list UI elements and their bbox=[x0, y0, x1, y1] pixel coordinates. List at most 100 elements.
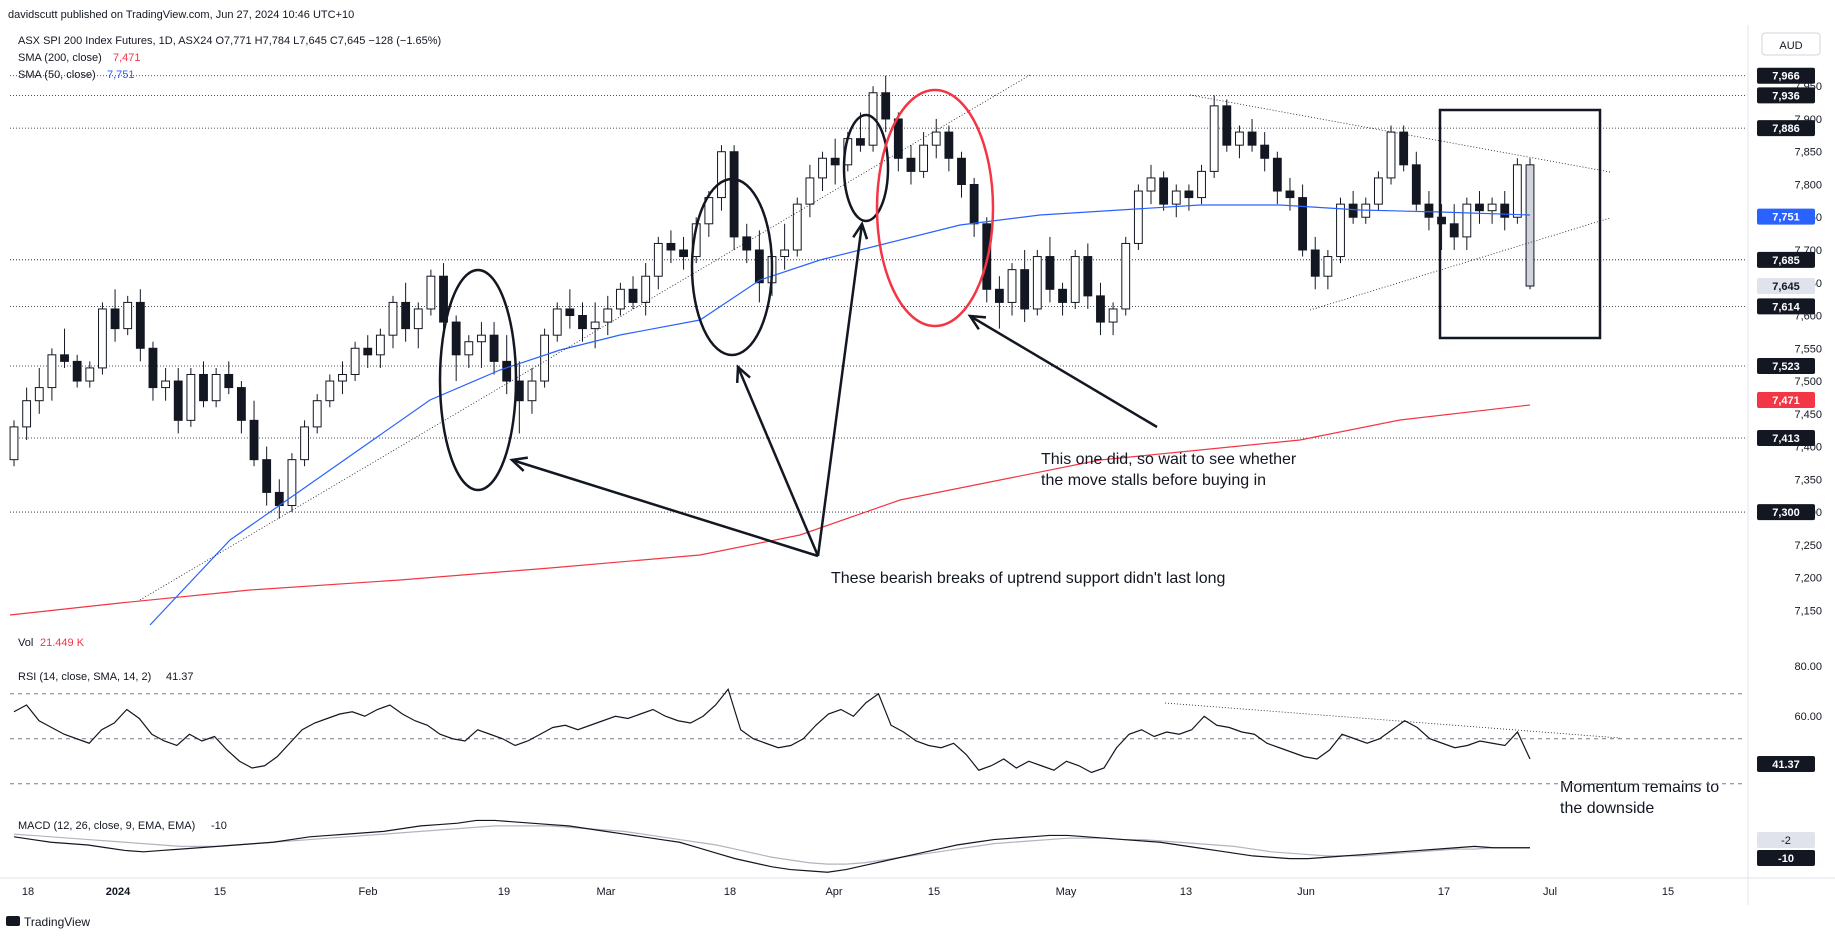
candle-body bbox=[969, 183, 979, 225]
candle-body bbox=[22, 400, 32, 428]
price-tag bbox=[1757, 278, 1815, 295]
annotation-note-3-line2: the downside bbox=[1560, 800, 1654, 817]
candle-body bbox=[1475, 203, 1484, 212]
candle-body bbox=[173, 380, 183, 421]
candle-body bbox=[1083, 256, 1093, 297]
candle-body bbox=[1096, 295, 1105, 323]
candle-body bbox=[388, 301, 398, 336]
candle-body bbox=[312, 400, 322, 428]
price-tag bbox=[1757, 430, 1815, 447]
y-tick-label: 7,150 bbox=[1794, 605, 1822, 617]
candle-body bbox=[1007, 269, 1017, 303]
candle-body bbox=[856, 138, 865, 146]
x-tick-label: Feb bbox=[359, 886, 378, 898]
candle-body bbox=[1209, 105, 1219, 172]
macd-signal-tag bbox=[1757, 832, 1815, 848]
price-tag bbox=[1757, 504, 1815, 521]
currency-box bbox=[1761, 32, 1821, 56]
sma50-label: SMA (50, close) bbox=[18, 69, 96, 81]
candle-body bbox=[1171, 190, 1181, 205]
price-tag bbox=[1757, 208, 1815, 225]
sma200-line bbox=[9, 404, 1531, 616]
x-tick-label: 18 bbox=[724, 886, 736, 898]
candle-body bbox=[325, 380, 335, 402]
sma200-value: 7,471 bbox=[113, 52, 141, 64]
x-tick-label: 15 bbox=[214, 886, 226, 898]
published-by-text: davidscutt published on TradingView.com,… bbox=[8, 9, 354, 21]
candle-body bbox=[1437, 216, 1446, 225]
candle-body bbox=[830, 157, 840, 166]
ellipse-1 bbox=[438, 268, 518, 492]
price-tag bbox=[1757, 251, 1815, 268]
candle-body bbox=[363, 347, 373, 356]
candle-body bbox=[338, 373, 347, 382]
price-tag-label: 7,966 bbox=[1772, 71, 1800, 83]
arrow-to-ellipse-3-head bbox=[852, 221, 869, 240]
candle-body bbox=[98, 308, 107, 369]
macd-value-title: -10 bbox=[211, 820, 227, 832]
candle-body bbox=[110, 308, 120, 330]
candle-body bbox=[919, 144, 929, 172]
rsi-value-title: 41.37 bbox=[166, 671, 194, 683]
footer-brand: TradingView bbox=[24, 915, 90, 929]
price-tag bbox=[1757, 392, 1815, 409]
candle-body bbox=[982, 223, 992, 290]
candle-body bbox=[60, 354, 69, 362]
x-tick-label: Apr bbox=[825, 886, 842, 898]
candle-body bbox=[603, 308, 613, 323]
candle-body bbox=[1525, 164, 1535, 287]
candle-body bbox=[1449, 223, 1459, 238]
candle-body bbox=[72, 360, 82, 382]
macd-value-tag-label: -10 bbox=[1778, 853, 1794, 865]
triangle-box bbox=[1438, 108, 1602, 340]
x-tick-label: Jul bbox=[1543, 886, 1557, 898]
candle-body bbox=[615, 288, 625, 310]
candle-body bbox=[679, 249, 688, 258]
currency-label: AUD bbox=[1779, 40, 1802, 52]
candle-body bbox=[413, 308, 423, 330]
candle-body bbox=[451, 321, 461, 356]
price-tag bbox=[1757, 87, 1815, 104]
candle-body bbox=[262, 459, 272, 493]
price-tag-label: 7,936 bbox=[1772, 90, 1800, 102]
candle-body bbox=[1159, 177, 1169, 205]
candle-body bbox=[1045, 256, 1055, 290]
y-tick-label: 7,250 bbox=[1794, 540, 1822, 552]
candle-body bbox=[300, 426, 309, 461]
x-tick-label: 19 bbox=[498, 886, 510, 898]
price-tag-label: 7,523 bbox=[1772, 361, 1800, 373]
y-tick-label: 7,350 bbox=[1794, 474, 1822, 486]
candle-body bbox=[375, 334, 385, 356]
candle-body bbox=[881, 92, 891, 120]
x-tick-label: Jun bbox=[1297, 886, 1315, 898]
annotation-note-2: These bearish breaks of uptrend support … bbox=[831, 570, 1225, 587]
candle-body bbox=[1235, 131, 1244, 146]
candle-body bbox=[818, 157, 827, 179]
candle-body bbox=[1512, 164, 1522, 218]
annotation-note-1-line1: This one did, so wait to see whether bbox=[1041, 451, 1297, 468]
x-tick-label: 17 bbox=[1438, 886, 1450, 898]
y-tick-label: 7,550 bbox=[1794, 343, 1822, 355]
candle-body bbox=[628, 288, 638, 303]
candle-body bbox=[1298, 197, 1308, 251]
candle-body bbox=[9, 426, 19, 461]
x-tick-label: May bbox=[1056, 886, 1077, 898]
price-tag bbox=[1757, 120, 1815, 137]
candle-body bbox=[123, 301, 133, 330]
y-tick-label: 7,450 bbox=[1794, 409, 1822, 421]
candle-body bbox=[1184, 190, 1194, 199]
candle-body bbox=[489, 334, 499, 362]
candle-body bbox=[199, 373, 208, 402]
sma50-line bbox=[149, 204, 1531, 626]
candle-body bbox=[1411, 164, 1421, 205]
candle-body bbox=[1487, 203, 1497, 212]
candle-body bbox=[906, 157, 916, 172]
candle-body bbox=[1373, 177, 1383, 205]
annotation-note-1-line2: the move stalls before buying in bbox=[1041, 472, 1266, 489]
price-tag-label: 7,886 bbox=[1772, 123, 1800, 135]
sma200-label: SMA (200, close) bbox=[18, 52, 102, 64]
candle-body bbox=[565, 308, 575, 317]
candle-body bbox=[957, 157, 966, 185]
